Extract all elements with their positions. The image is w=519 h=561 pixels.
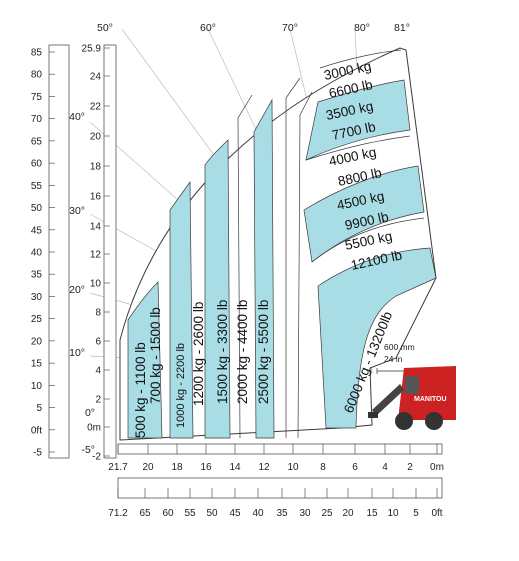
ft-bottom-label: 60 (162, 508, 174, 519)
ft-tick-label: 45 (31, 225, 43, 236)
m-bottom-label: 14 (229, 462, 241, 473)
brand-logo: MANITOU (414, 396, 447, 403)
angle-label-left: 40° (69, 111, 85, 123)
zone-500kg-fill (127, 281, 163, 439)
band-6000kg-fill (317, 247, 437, 429)
vertical-zone-label: 1200 kg - 2600 lb (191, 302, 206, 406)
ft-bottom-label: 50 (206, 508, 218, 519)
ft-bottom-label: 45 (229, 508, 241, 519)
ft-bottom-label: 55 (184, 508, 196, 519)
ft-tick-label: 55 (31, 181, 43, 192)
ft-tick-label: 80 (31, 70, 43, 81)
ft-tick-label: 60 (31, 159, 43, 170)
m-scale-box (103, 44, 117, 459)
m-bottom-label: 4 (382, 462, 388, 473)
m-tick-label: 0m (87, 423, 101, 434)
ft-tick-label: 10 (31, 381, 43, 392)
vertical-zone-label: 2500 kg - 5500 lb (256, 300, 271, 404)
m-tick-label: 18 (90, 162, 102, 173)
ft-tick-label: 40 (31, 248, 43, 259)
ft-bottom-label: 35 (276, 508, 288, 519)
dimension-mm: 600 mm (384, 342, 415, 352)
ft-tick-label: -5 (33, 448, 42, 459)
ft-bottom-label: 30 (299, 508, 311, 519)
m-tick-label: 6 (95, 337, 101, 348)
vertical-zone-label: 700 kg - 1500 lb (148, 307, 163, 404)
m-bottom-label: 6 (352, 462, 358, 473)
m-tick-label: 4 (95, 366, 101, 377)
ft-bottom-label: 5 (413, 508, 419, 519)
m-bottom-label: 12 (258, 462, 270, 473)
ft-bottom-box (117, 477, 443, 499)
m-tick-label: -2 (92, 452, 101, 463)
band-boundaries (305, 49, 425, 263)
m-bottom-label: 16 (200, 462, 212, 473)
ft-tick-label: 35 (31, 270, 43, 281)
m-tick-label: 8 (95, 308, 101, 319)
m-tick-label: 16 (90, 192, 102, 203)
zone-2500kg-fill (253, 98, 275, 439)
m-bottom-label: 2 (407, 462, 413, 473)
m-tick-label: 22 (90, 102, 102, 113)
ft-bottom-label: 15 (366, 508, 378, 519)
m-tick-label: 14 (90, 222, 102, 233)
m-bottom-label: 20 (142, 462, 154, 473)
dimension-in: 24 in (384, 354, 403, 364)
angle-label-top: 50° (97, 22, 113, 34)
ft-tick-label: 85 (31, 48, 43, 59)
vertical-zone-label: 500 kg - 1100 lb (133, 342, 148, 438)
angle-label-top: 60° (200, 22, 216, 34)
m-tick-label: 12 (90, 250, 102, 261)
m-tick-label: 2 (95, 395, 101, 406)
m-bottom-label: 0m (430, 462, 444, 473)
ft-bottom-label: 10 (387, 508, 399, 519)
ft-tick-label: 15 (31, 359, 43, 370)
vertical-zone-label: 1000 kg - 2200 lb (175, 343, 187, 428)
ft-tick-label: 0ft (31, 425, 42, 436)
angle-label-left: 20° (69, 284, 85, 296)
ft-bottom-label: 25 (321, 508, 333, 519)
m-tick-label: 25.9 (82, 44, 102, 55)
angle-label-top: 81° (394, 22, 410, 34)
ft-tick-label: 20 (31, 336, 43, 347)
m-tick-label: 20 (90, 132, 102, 143)
m-bottom-box (117, 443, 443, 455)
ft-tick-label: 70 (31, 114, 43, 125)
ft-tick-label: 25 (31, 314, 43, 325)
angle-label-left: 0° (85, 407, 95, 419)
ft-bottom-label: 0ft (431, 508, 442, 519)
ft-tick-label: 75 (31, 92, 43, 103)
ft-bottom-label: 40 (252, 508, 264, 519)
m-bottom-label: 21.7 (108, 462, 128, 473)
ft-tick-label: 30 (31, 292, 43, 303)
angle-label-left: 10° (69, 347, 85, 359)
vertical-zone-label: 1500 kg - 3300 lb (215, 300, 230, 404)
ft-bottom-label: 65 (139, 508, 151, 519)
m-bottom-label: 18 (171, 462, 183, 473)
zone-1500kg-fill (204, 139, 231, 439)
m-tick-label: 10 (90, 279, 102, 290)
zone-boundaries (237, 77, 313, 439)
ft-bottom-label: 71.2 (108, 508, 128, 519)
angle-label-top: 70° (282, 22, 298, 34)
vertical-zone-label: 2000 kg - 4400 lb (235, 300, 250, 404)
angle-label-left: 30° (69, 205, 85, 217)
angle-label-top: 80° (354, 22, 370, 34)
zone-1000kg-fill (169, 180, 194, 439)
band-4500kg-fill (303, 165, 425, 263)
band-3500kg-fill (305, 79, 411, 161)
m-bottom-label: 8 (320, 462, 326, 473)
ft-scale-box (48, 44, 70, 459)
m-bottom-label: 10 (287, 462, 299, 473)
ft-tick-label: 5 (36, 403, 42, 414)
ft-tick-label: 50 (31, 203, 43, 214)
ft-tick-label: 65 (31, 136, 43, 147)
angle-label-left: -5° (81, 444, 95, 456)
ft-bottom-label: 20 (342, 508, 354, 519)
telehandler-illustration: MANITOU (368, 366, 456, 430)
m-tick-label: 24 (90, 72, 102, 83)
